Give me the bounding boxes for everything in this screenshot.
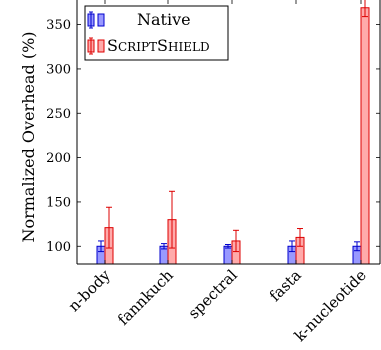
y-axis-ticks: 100 150 200 250 300 350 [46,18,380,255]
legend-label-native: Native [137,10,191,29]
error-bar-native-k-nucleotide [354,241,360,252]
error-bar-native-fasta [289,240,295,253]
legend-swatch-scriptshield [87,37,105,55]
error-bar-scriptshield-n-body [106,206,112,249]
y-tick-label-200: 200 [46,151,71,166]
bar-native-spectral [223,245,233,265]
y-axis-label: Normalized Overhead (%) [19,31,38,242]
legend: Native SCRIPTSHIELD [84,5,229,61]
error-bar-scriptshield-k-nucleotide [362,0,368,18]
error-bar-native-fannkuch [161,243,167,250]
bar-scriptshield-k-nucleotide [360,7,370,265]
error-bar-native-n-body [98,240,104,253]
legend-box [84,5,229,61]
legend-label-scriptshield: SCRIPTSHIELD [107,36,210,55]
y-tick-label-350: 350 [46,18,71,33]
y-tick-label-250: 250 [46,107,71,122]
y-tick-label-150: 150 [46,195,71,210]
error-bar-scriptshield-fannkuch [169,190,175,249]
error-bar-native-spectral [225,243,231,249]
error-bar-scriptshield-spectral [233,229,239,253]
bars [96,0,370,265]
legend-swatch-native [87,11,105,29]
x-label-fasta: fasta [266,266,305,305]
error-bar-scriptshield-fasta [297,228,303,247]
y-tick-label-100: 100 [46,240,71,255]
y-tick-label-300: 300 [46,62,71,77]
x-label-spectral: spectral [185,266,241,322]
x-label-n-body: n-body [65,266,114,315]
x-label-fannkuch: fannkuch [114,266,177,329]
